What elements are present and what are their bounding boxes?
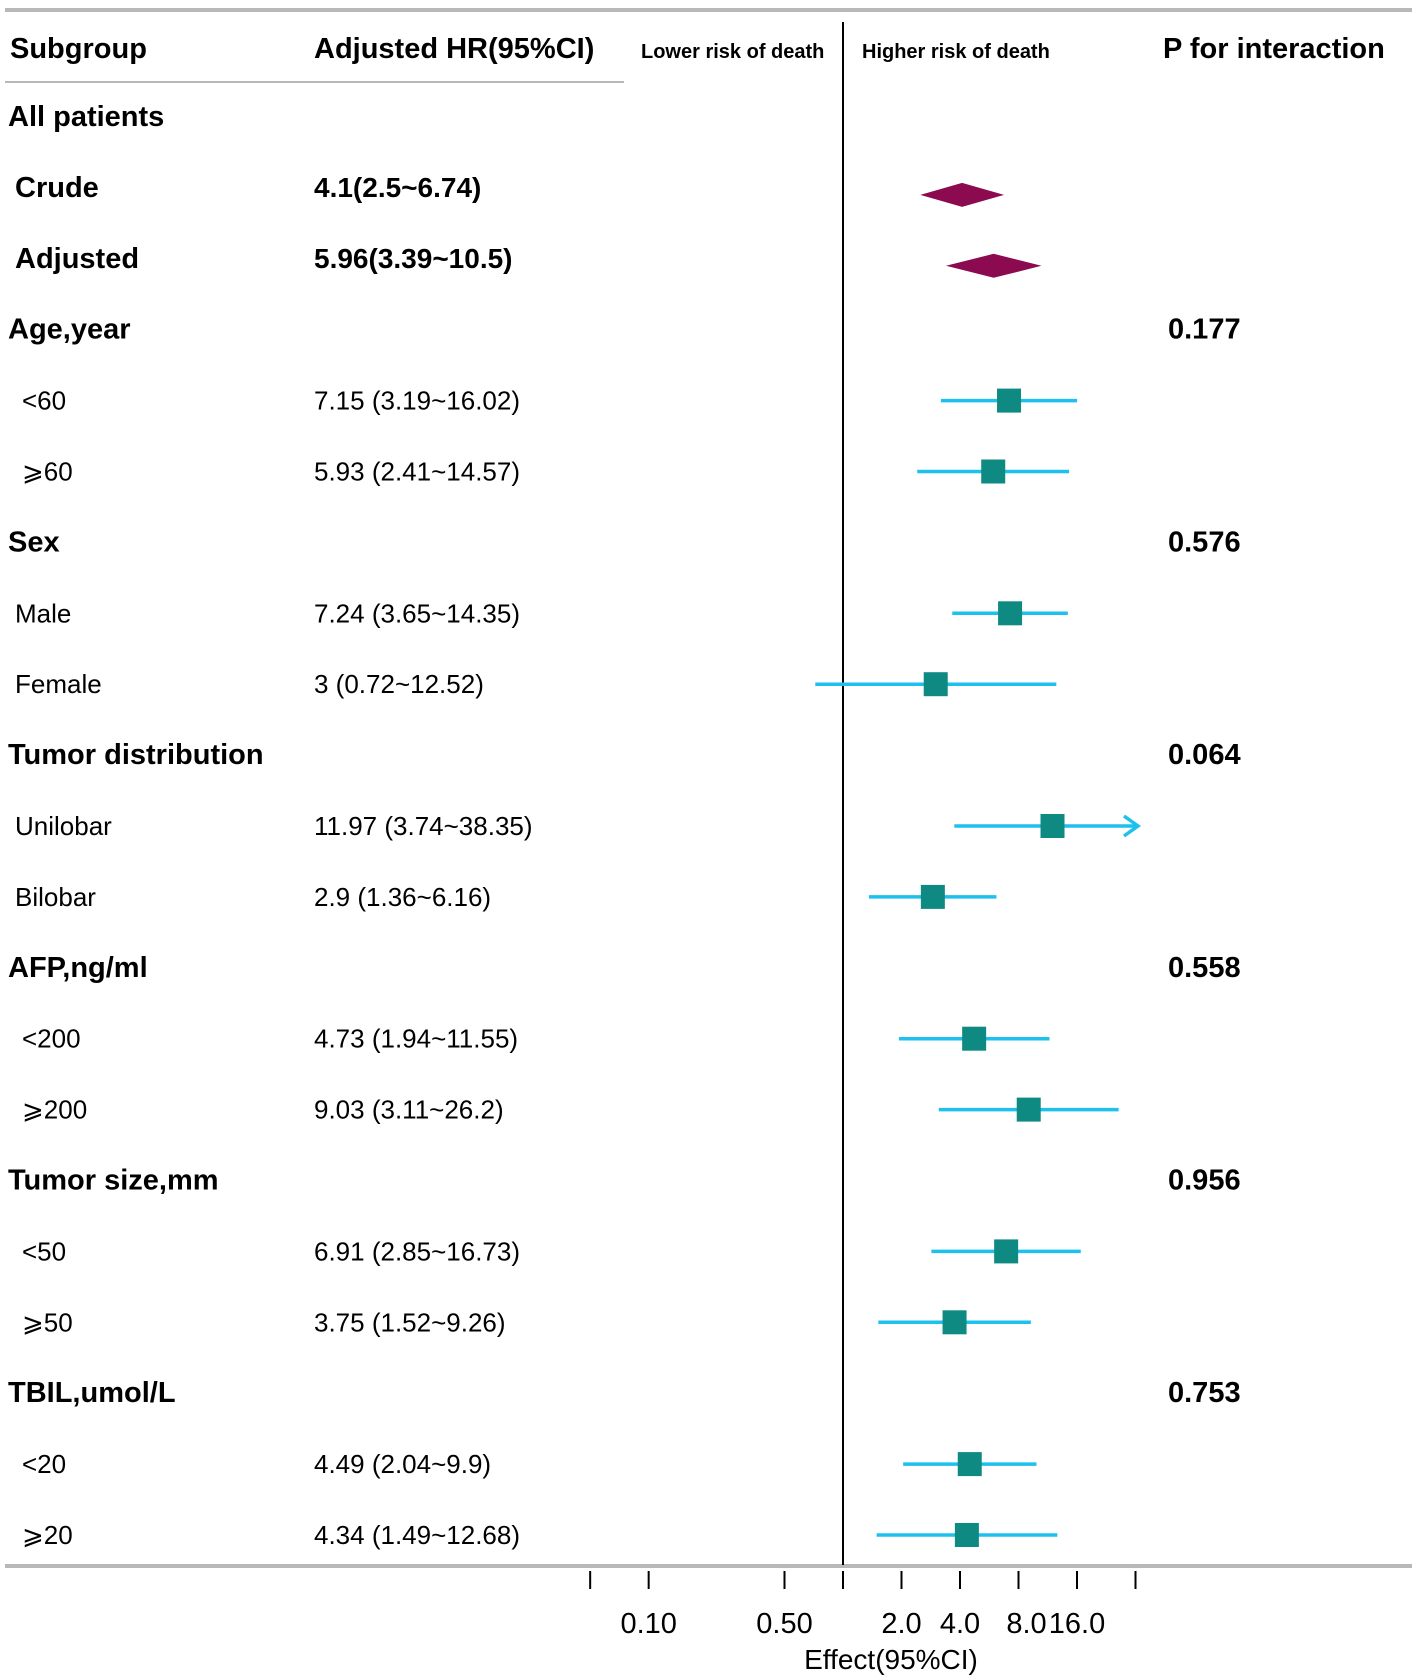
header-subgroup: Subgroup xyxy=(10,33,147,65)
header-lower-risk: Lower risk of death xyxy=(641,41,824,63)
hr-value: 4.34 (1.49~12.68) xyxy=(314,1520,520,1550)
point-estimate xyxy=(920,884,945,909)
hr-value: 4.73 (1.94~11.55) xyxy=(314,1024,518,1054)
subgroup-label: Female xyxy=(15,669,102,699)
tick-label: 8.0 xyxy=(1006,1608,1046,1640)
point-estimate xyxy=(1016,1097,1041,1122)
hr-value: 7.24 (3.65~14.35) xyxy=(314,598,520,628)
hr-value: 5.93 (2.41~14.57) xyxy=(314,457,520,487)
tick-label: 4.0 xyxy=(940,1608,980,1640)
point-estimate xyxy=(954,1523,979,1547)
point-estimate xyxy=(997,388,1022,413)
tick-label: 16.0 xyxy=(1049,1608,1105,1640)
hr-value: 11.97 (3.74~38.35) xyxy=(314,811,533,841)
header-higher-risk: Higher risk of death xyxy=(862,41,1050,63)
subgroup-label: <60 xyxy=(22,386,66,416)
hr-value: 3.75 (1.52~9.26) xyxy=(314,1307,506,1337)
group-label: AFP,ng/ml xyxy=(8,952,148,984)
subgroup-label: ⩾20 xyxy=(22,1520,73,1550)
group-label: Age,year xyxy=(8,314,131,346)
p-value: 0.753 xyxy=(1168,1377,1241,1409)
hr-value: 6.91 (2.85~16.73) xyxy=(314,1236,520,1266)
overall-label: Adjusted xyxy=(15,243,139,275)
hr-value: 2.9 (1.36~6.16) xyxy=(314,882,491,912)
hr-value: 4.49 (2.04~9.9) xyxy=(314,1449,491,1479)
hr-value: 5.96(3.39~10.5) xyxy=(314,243,513,274)
table-rules xyxy=(5,8,1412,1568)
p-value: 0.576 xyxy=(1168,526,1241,558)
header-p-interaction: P for interaction xyxy=(1163,33,1385,65)
group-label: Sex xyxy=(8,526,60,558)
point-estimate xyxy=(998,601,1023,626)
overall-label: Crude xyxy=(15,172,99,204)
subgroup-label: ⩾50 xyxy=(22,1307,73,1337)
hr-value: 9.03 (3.11~26.2) xyxy=(314,1095,504,1125)
table-rows: All patients Crude 4.1(2.5~6.74) Adjusted 5.… xyxy=(8,101,1241,1550)
point-estimate xyxy=(957,1452,982,1477)
point-estimate xyxy=(981,459,1006,484)
hr-value: 3 (0.72~12.52) xyxy=(314,669,484,699)
point-estimate xyxy=(942,1310,967,1335)
subgroup-label: <20 xyxy=(22,1449,66,1479)
plot-marks xyxy=(815,182,1142,1547)
tick-label: 2.0 xyxy=(881,1608,921,1640)
group-label: All patients xyxy=(8,101,164,133)
hr-value: 7.15 (3.19~16.02) xyxy=(314,386,520,416)
x-axis: Effect(95%CI) 0.10 0.50 2.0 4.0 8.0 16.0 xyxy=(589,1571,1137,1675)
point-estimate xyxy=(994,1239,1019,1264)
tick-label: 0.10 xyxy=(620,1608,676,1640)
group-label: Tumor size,mm xyxy=(8,1165,219,1197)
point-estimate xyxy=(923,672,948,697)
group-label: TBIL,umol/L xyxy=(8,1377,176,1409)
subgroup-label: <50 xyxy=(22,1236,66,1266)
p-value: 0.177 xyxy=(1168,314,1241,346)
table-header: Subgroup Adjusted HR(95%CI) Lower risk o… xyxy=(10,33,1385,65)
p-value: 0.558 xyxy=(1168,952,1241,984)
group-label: Tumor distribution xyxy=(8,739,264,771)
subgroup-label: Bilobar xyxy=(15,882,96,912)
ci-arrow xyxy=(1122,814,1142,838)
p-value: 0.064 xyxy=(1168,739,1241,771)
effect-diamond xyxy=(920,182,1005,207)
point-estimate xyxy=(1040,814,1065,838)
tick-label: 0.50 xyxy=(756,1608,812,1640)
subgroup-label: ⩾200 xyxy=(22,1095,87,1125)
header-hr: Adjusted HR(95%CI) xyxy=(314,33,594,65)
x-axis-label: Effect(95%CI) xyxy=(804,1644,978,1675)
effect-diamond xyxy=(946,253,1042,278)
subgroup-label: <200 xyxy=(22,1024,81,1054)
p-value: 0.956 xyxy=(1168,1165,1241,1197)
subgroup-label: Male xyxy=(15,598,71,628)
point-estimate xyxy=(962,1026,987,1051)
subgroup-label: ⩾60 xyxy=(22,457,73,487)
subgroup-label: Unilobar xyxy=(15,811,112,841)
hr-value: 4.1(2.5~6.74) xyxy=(314,172,481,203)
